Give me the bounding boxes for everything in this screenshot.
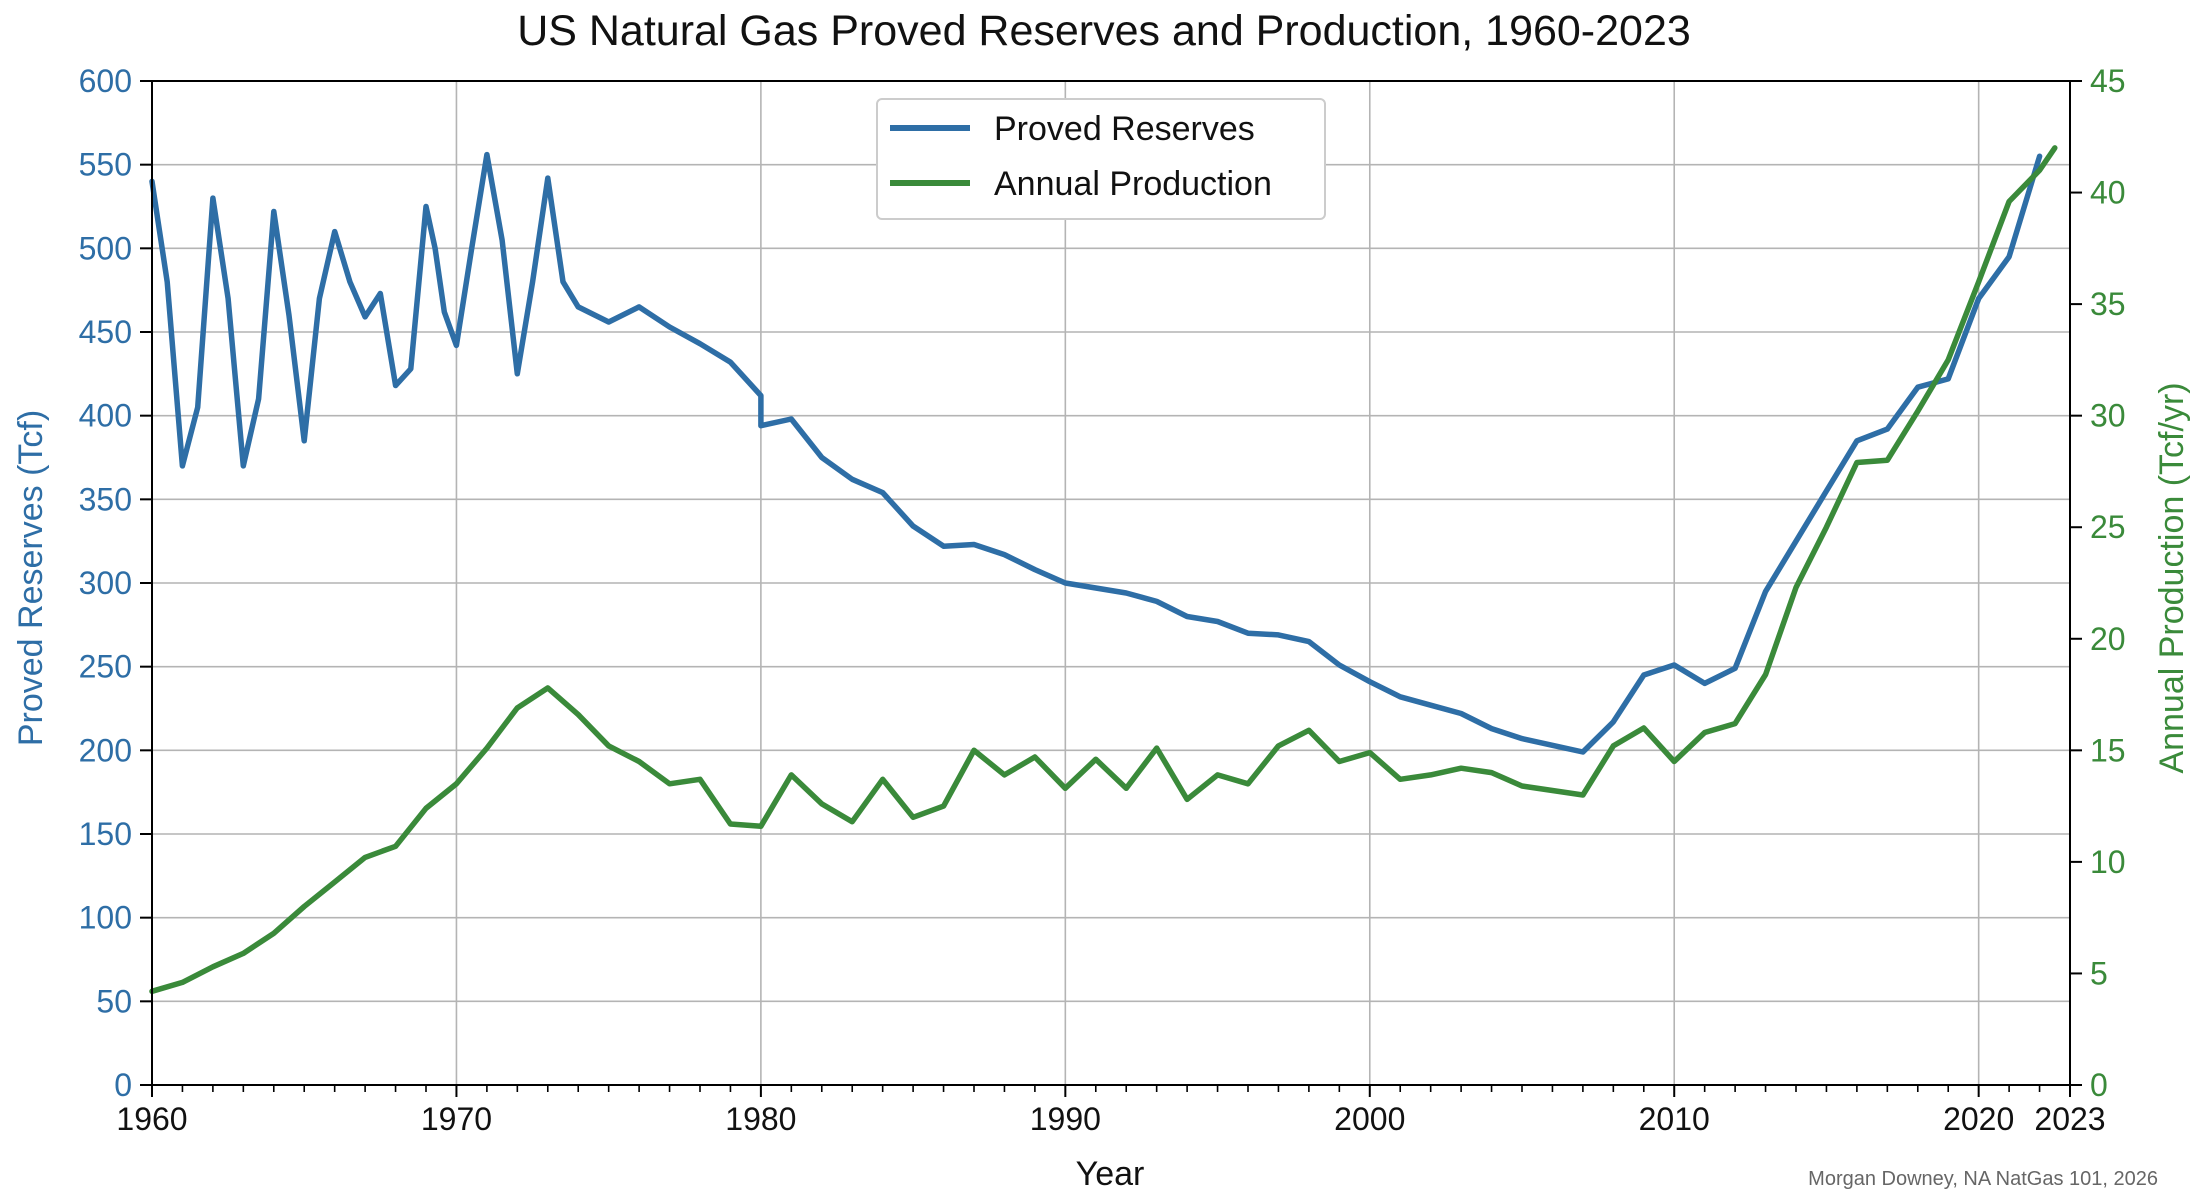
y-left-tick-label: 600 (79, 63, 132, 99)
legend-label-annual-production: Annual Production (994, 165, 1272, 203)
y-axis-left-label: Proved Reserves (Tcf) (12, 410, 50, 746)
y-left-tick-label: 50 (96, 983, 132, 1019)
legend-label-proved-reserves: Proved Reserves (994, 110, 1255, 148)
y-left-tick-label: 250 (79, 649, 132, 685)
x-axis-label: Year (1076, 1155, 1145, 1193)
y-left-tick-label: 100 (79, 900, 132, 936)
y-right-tick-label: 25 (2090, 509, 2126, 545)
series-line-annual-production (149, 145, 2058, 995)
y-left-tick-label: 150 (79, 816, 132, 852)
y-left-tick-label: 200 (79, 732, 132, 768)
y-right-tick-label: 30 (2090, 398, 2126, 434)
y-left-tick-label: 400 (79, 398, 132, 434)
y-right-tick-label: 45 (2090, 63, 2126, 99)
x-tick-label: 2023 (2034, 1101, 2105, 1137)
y-left-tick-label: 300 (79, 565, 132, 601)
series-layer (149, 145, 2058, 995)
x-tick-label: 2000 (1334, 1101, 1405, 1137)
axes-layer: 1960 1970 1980 1990 2000 2010 2020 202305010015… (79, 63, 2126, 1137)
y-left-tick-label: 500 (79, 230, 132, 266)
series-line-proved-reserves (149, 151, 2043, 755)
x-tick-label: 1980 (725, 1101, 796, 1137)
y-left-tick-label: 350 (79, 481, 132, 517)
legend-box (876, 98, 1326, 220)
y-axis-right-label: Annual Production (Tcf/yr) (2153, 382, 2191, 773)
x-tick-label: 1960 (116, 1101, 187, 1137)
y-right-tick-label: 15 (2090, 732, 2126, 768)
x-tick-label: 1990 (1030, 1101, 1101, 1137)
legend: Proved Reserves Annual Production (876, 98, 1326, 220)
chart-title: US Natural Gas Proved Reserves and Produ… (517, 7, 1691, 55)
y-right-tick-label: 10 (2090, 844, 2126, 880)
x-tick-label: 1970 (421, 1101, 492, 1137)
y-left-tick-label: 0 (114, 1067, 132, 1103)
y-left-tick-label: 550 (79, 147, 132, 183)
y-right-tick-label: 5 (2090, 955, 2108, 991)
x-tick-label: 2020 (1943, 1101, 2014, 1137)
y-left-tick-label: 450 (79, 314, 132, 350)
grid-layer (151, 80, 2070, 1086)
y-right-tick-label: 20 (2090, 621, 2126, 657)
x-tick-label: 2010 (1639, 1101, 1710, 1137)
y-right-tick-label: 40 (2090, 175, 2126, 211)
y-right-tick-label: 35 (2090, 286, 2126, 322)
y-right-tick-label: 0 (2090, 1067, 2108, 1103)
source-annotation: Morgan Downey, NA NatGas 101, 2026 (1808, 1168, 2158, 1190)
